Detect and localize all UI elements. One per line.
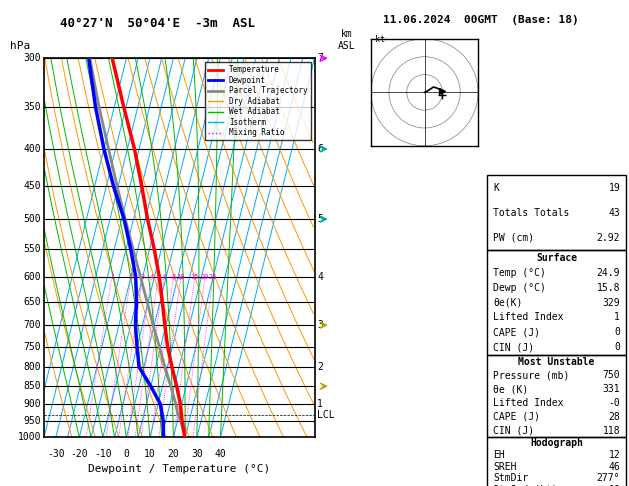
Text: 3: 3 [141,274,145,279]
Text: 0: 0 [615,342,620,352]
Text: 24.9: 24.9 [597,268,620,278]
Text: Dewpoint / Temperature (°C): Dewpoint / Temperature (°C) [88,464,270,474]
Text: StmDir: StmDir [493,473,528,483]
Text: 1: 1 [110,274,114,279]
Text: 800: 800 [24,362,42,372]
Text: CAPE (J): CAPE (J) [493,412,540,422]
Text: EH: EH [493,450,504,460]
Text: 0: 0 [123,449,130,459]
Text: Dewp (°C): Dewp (°C) [493,282,546,293]
Text: 15.8: 15.8 [597,282,620,293]
Text: 300: 300 [24,53,42,63]
Text: 6: 6 [317,144,323,154]
Text: 8: 8 [171,274,175,279]
Text: Pressure (mb): Pressure (mb) [493,370,569,381]
Text: K: K [493,183,499,192]
Text: 12: 12 [608,450,620,460]
Text: 600: 600 [24,272,42,281]
Text: 950: 950 [24,416,42,426]
Text: StmSpd (kt): StmSpd (kt) [493,485,558,486]
Text: 7: 7 [317,53,323,63]
Text: 10: 10 [608,485,620,486]
Text: Surface: Surface [536,253,577,263]
Text: Lifted Index: Lifted Index [493,398,564,408]
Text: 10: 10 [144,449,156,459]
Text: 2: 2 [317,362,323,372]
Text: 25: 25 [209,274,217,279]
Text: -10: -10 [94,449,111,459]
Text: 900: 900 [24,399,42,409]
Text: 3: 3 [317,320,323,330]
Text: -0: -0 [608,398,620,408]
Text: kt: kt [375,35,385,44]
Text: 450: 450 [24,181,42,191]
Text: 10: 10 [177,274,185,279]
Text: SREH: SREH [493,462,516,471]
Text: Lifted Index: Lifted Index [493,312,564,323]
Text: CIN (J): CIN (J) [493,342,534,352]
Text: 1000: 1000 [18,433,42,442]
Text: 329: 329 [603,297,620,308]
Text: 350: 350 [24,102,42,112]
Text: CIN (J): CIN (J) [493,426,534,435]
Text: 750: 750 [603,370,620,381]
Text: -30: -30 [47,449,65,459]
Text: Totals Totals: Totals Totals [493,208,569,218]
Text: 1: 1 [317,399,323,409]
Text: 40°27'N  50°04'E  -3m  ASL: 40°27'N 50°04'E -3m ASL [60,17,255,30]
Text: 20: 20 [201,274,209,279]
Text: PW (cm): PW (cm) [493,233,534,243]
Text: 331: 331 [603,384,620,394]
Text: 1: 1 [615,312,620,323]
Text: 28: 28 [608,412,620,422]
Legend: Temperature, Dewpoint, Parcel Trajectory, Dry Adiabat, Wet Adiabat, Isotherm, Mi: Temperature, Dewpoint, Parcel Trajectory… [204,62,311,140]
Text: 5: 5 [317,214,323,224]
Text: 40: 40 [214,449,226,459]
Text: 2.92: 2.92 [597,233,620,243]
Text: 19: 19 [608,183,620,192]
Text: 2: 2 [129,274,133,279]
Text: 15: 15 [191,274,199,279]
Text: 118: 118 [603,426,620,435]
Bar [487,250,626,355]
Text: -20: -20 [70,449,88,459]
Text: θe (K): θe (K) [493,384,528,394]
Text: 4: 4 [150,274,153,279]
Text: 4: 4 [317,272,323,281]
Text: 400: 400 [24,144,42,154]
Text: θe(K): θe(K) [493,297,523,308]
Text: 700: 700 [24,320,42,330]
Text: 43: 43 [608,208,620,218]
Text: km
ASL: km ASL [338,29,356,51]
Text: 6: 6 [162,274,166,279]
Text: 550: 550 [24,244,42,254]
Bar [487,355,626,437]
Text: 850: 850 [24,381,42,391]
Text: 5: 5 [157,274,160,279]
Bar [487,175,626,250]
Text: hPa: hPa [9,41,30,51]
Text: Temp (°C): Temp (°C) [493,268,546,278]
Text: Hodograph: Hodograph [530,438,583,448]
Text: 46: 46 [608,462,620,471]
Text: 277°: 277° [597,473,620,483]
Bar [487,437,626,486]
Text: 500: 500 [24,214,42,224]
Text: LCL: LCL [317,410,335,419]
Text: 20: 20 [167,449,179,459]
Text: CAPE (J): CAPE (J) [493,328,540,337]
Text: Most Unstable: Most Unstable [518,357,595,366]
Text: 650: 650 [24,297,42,307]
Text: 11.06.2024  00GMT  (Base: 18): 11.06.2024 00GMT (Base: 18) [383,15,579,25]
Text: 750: 750 [24,342,42,352]
Text: 30: 30 [191,449,203,459]
Text: 0: 0 [615,328,620,337]
